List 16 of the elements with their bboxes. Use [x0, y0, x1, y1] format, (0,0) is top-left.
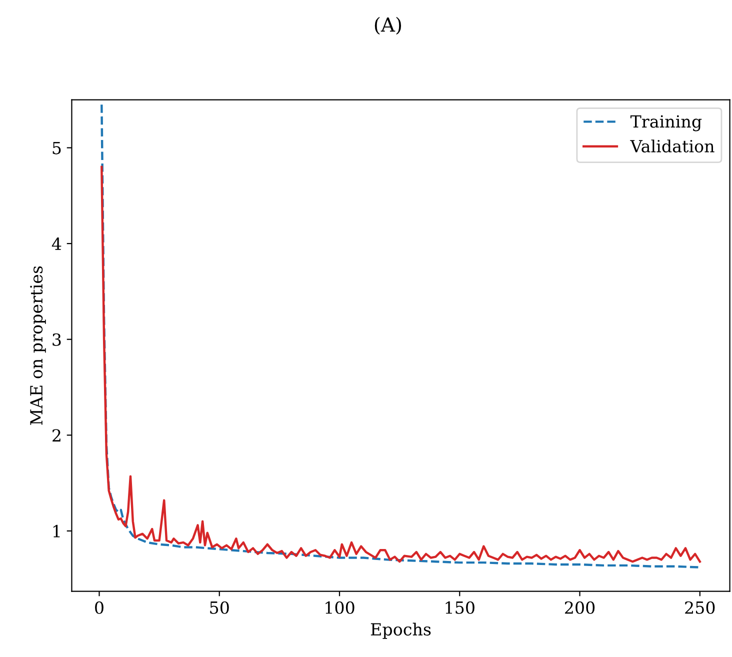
y-axis-title: MAE on properties — [30, 266, 46, 425]
legend-label: Training — [630, 115, 702, 132]
x-tick-label: 100 — [326, 601, 354, 614]
x-tick-label: 0 — [95, 601, 104, 614]
chart-title: (A) — [374, 16, 402, 35]
y-tick-label: 1 — [53, 524, 60, 538]
y-tick-label: 5 — [52, 142, 61, 154]
x-axis-title: Epochs — [370, 622, 431, 639]
x-tick-label: 150 — [446, 601, 474, 614]
x-tick-label: 250 — [685, 601, 715, 614]
legend-label: Validation — [630, 140, 714, 152]
y-tick-label: 4 — [52, 238, 62, 250]
x-tick-label: 50 — [210, 601, 229, 614]
y-tick-label: 3 — [52, 333, 61, 346]
x-tick-label: 200 — [564, 601, 595, 614]
y-tick-label: 2 — [52, 429, 60, 442]
